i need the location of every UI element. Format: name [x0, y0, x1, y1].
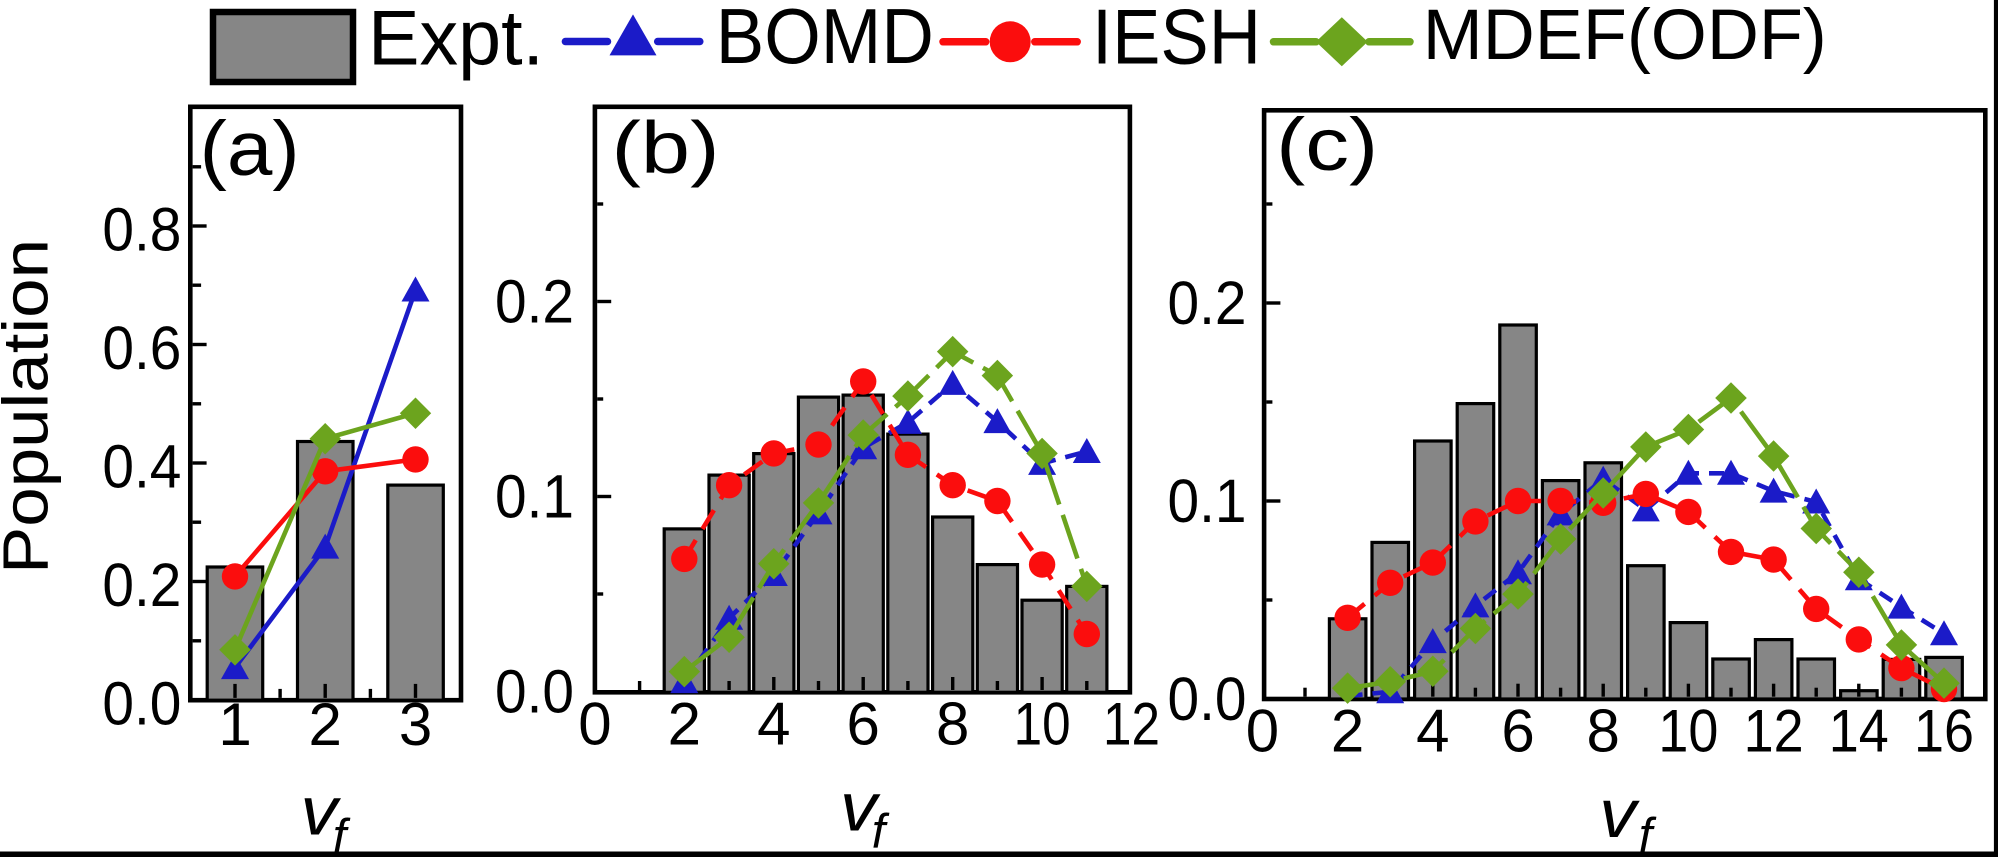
svg-text:BOMD: BOMD — [716, 0, 934, 80]
svg-text:0: 0 — [578, 691, 611, 758]
svg-text:0.1: 0.1 — [1168, 467, 1247, 535]
svg-text:0.0: 0.0 — [495, 658, 574, 726]
svg-text:MDEF(ODF): MDEF(ODF) — [1423, 0, 1827, 75]
svg-text:(b): (b) — [612, 108, 720, 189]
svg-text:0.0: 0.0 — [102, 670, 181, 738]
svg-text:v: v — [840, 769, 881, 846]
svg-text:0.2: 0.2 — [495, 268, 574, 336]
svg-text:1: 1 — [218, 691, 251, 758]
svg-text:0.6: 0.6 — [102, 314, 181, 382]
svg-text:2: 2 — [309, 691, 342, 758]
svg-text:0.2: 0.2 — [102, 551, 181, 619]
svg-text:8: 8 — [936, 691, 969, 758]
svg-text:Population: Population — [0, 239, 61, 574]
svg-text:4: 4 — [1416, 697, 1449, 764]
svg-text:0.8: 0.8 — [102, 196, 181, 264]
svg-text:3: 3 — [399, 691, 432, 758]
svg-text:v: v — [1599, 775, 1640, 852]
svg-text:0: 0 — [1246, 697, 1279, 764]
svg-text:0.2: 0.2 — [1168, 269, 1247, 337]
svg-text:6: 6 — [1501, 697, 1534, 764]
svg-text:8: 8 — [1587, 697, 1620, 764]
svg-text:12: 12 — [1744, 697, 1804, 764]
svg-text:12: 12 — [1103, 691, 1160, 758]
svg-text:(c): (c) — [1276, 103, 1378, 186]
svg-text:Expt.: Expt. — [368, 0, 544, 81]
svg-text:v: v — [301, 773, 342, 850]
svg-text:2: 2 — [1331, 697, 1364, 764]
svg-text:4: 4 — [757, 691, 790, 758]
svg-text:(a): (a) — [200, 106, 300, 192]
svg-text:6: 6 — [847, 691, 880, 758]
svg-text:14: 14 — [1829, 697, 1889, 764]
svg-text:0.4: 0.4 — [102, 433, 181, 501]
svg-text:0.1: 0.1 — [495, 463, 574, 531]
svg-text:IESH: IESH — [1092, 0, 1261, 81]
svg-text:10: 10 — [1014, 691, 1071, 758]
svg-text:10: 10 — [1658, 697, 1718, 764]
svg-text:16: 16 — [1914, 697, 1974, 764]
svg-text:0.0: 0.0 — [1168, 665, 1247, 733]
svg-text:2: 2 — [668, 691, 701, 758]
